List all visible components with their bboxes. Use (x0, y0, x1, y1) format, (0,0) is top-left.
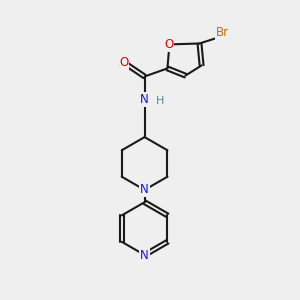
Text: N: N (140, 93, 149, 106)
Text: O: O (119, 56, 128, 69)
Text: H: H (156, 96, 164, 106)
Text: Br: Br (216, 26, 229, 39)
Text: N: N (140, 183, 149, 196)
Text: O: O (164, 38, 173, 51)
Text: N: N (140, 249, 149, 262)
